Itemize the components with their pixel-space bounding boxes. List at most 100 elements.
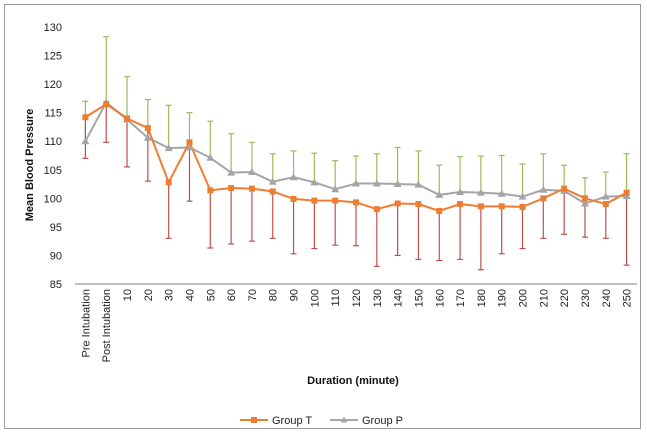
group-t-point: [207, 187, 214, 194]
group-t-point: [290, 195, 297, 202]
x-tick-label: 100: [309, 289, 321, 307]
x-tick-label: 200: [518, 289, 530, 307]
y-tick-label: 100: [44, 193, 62, 205]
x-tick-label: 110: [330, 289, 342, 307]
y-tick-label: 85: [50, 279, 62, 291]
group-p-point: [518, 192, 527, 200]
group-t-point: [124, 115, 131, 122]
x-tick-label: 80: [268, 289, 280, 301]
y-axis-title: Mean Blood Pressure: [24, 109, 36, 221]
x-tick-label: 60: [226, 289, 238, 301]
group-p-point: [539, 185, 548, 193]
x-tick-label: Pre Intubation: [80, 289, 92, 358]
group-p-point: [185, 143, 194, 151]
group-p-point: [352, 179, 360, 187]
group-p-point: [268, 177, 277, 185]
y-tick-label: 120: [44, 79, 62, 91]
group-p-point: [310, 178, 319, 186]
x-tick-label: 240: [601, 289, 613, 307]
group-t-point: [394, 200, 401, 207]
group-t-point: [561, 185, 568, 192]
group-p-point: [476, 188, 485, 196]
group-p-point: [227, 168, 236, 176]
x-tick-label: 150: [413, 289, 425, 307]
y-tick-label: 110: [44, 136, 62, 148]
group-t-point: [457, 201, 464, 208]
group-t-error-bars: [82, 104, 630, 271]
group-p-point: [372, 179, 381, 187]
group-t-point: [103, 101, 110, 108]
x-tick-label: 210: [538, 289, 550, 307]
group-t-point: [332, 197, 339, 204]
x-tick-label: Post Intubation: [101, 289, 113, 362]
group-t-point: [540, 195, 547, 202]
group-p-error-bars: [82, 36, 630, 204]
group-t-point: [228, 185, 235, 192]
group-t-point: [415, 201, 422, 208]
y-tick-label: 130: [44, 22, 62, 34]
x-tick-label: 20: [143, 289, 155, 301]
group-p-points: [81, 98, 631, 207]
group-p-point: [247, 168, 256, 176]
x-tick-label: 220: [559, 289, 571, 307]
group-p-point: [331, 185, 340, 193]
x-tick-labels: Pre Intubation Post Intubation 10 20 30 40 50 6…: [80, 289, 633, 362]
x-tick-label: 170: [455, 289, 467, 307]
legend-group-p-label: Group P: [362, 415, 403, 427]
group-p-point: [456, 188, 465, 196]
x-tick-label: 230: [580, 289, 592, 307]
y-tick-label: 125: [44, 51, 62, 63]
group-t-point: [269, 188, 276, 195]
x-tick-label: 250: [622, 289, 634, 307]
group-p-point: [497, 189, 506, 197]
x-axis-title: Duration (minute): [307, 375, 399, 387]
x-tick-label: 50: [205, 289, 217, 301]
group-t-point: [353, 199, 359, 206]
group-t-point: [82, 114, 89, 121]
y-tick-label: 115: [44, 108, 62, 120]
x-tick-label: 140: [393, 289, 405, 307]
legend-item-group-t: Group T: [240, 415, 312, 427]
x-tick-label: 90: [289, 289, 301, 301]
x-tick-label: 180: [476, 289, 488, 307]
group-t-point: [498, 203, 505, 210]
legend-item-group-p: Group P: [330, 415, 403, 427]
x-tick-label: 40: [184, 289, 196, 301]
group-p-point: [393, 180, 402, 188]
chart-frame: [4, 4, 641, 429]
group-p-point: [580, 199, 589, 207]
group-t-point: [436, 207, 443, 214]
group-t-point: [311, 197, 318, 204]
legend: Group T Group P: [240, 415, 403, 427]
y-tick-label: 95: [50, 222, 62, 234]
group-t-point: [602, 201, 609, 208]
y-tick-labels: 85 90 95 100 105 110 115 120 125 130: [44, 22, 62, 291]
y-tick-label: 90: [50, 250, 62, 262]
group-p-point: [164, 144, 173, 152]
group-t-point: [623, 189, 630, 196]
group-t-point: [477, 203, 484, 210]
x-tick-label: 190: [497, 289, 509, 307]
x-tick-label: 10: [122, 289, 134, 301]
group-p-point: [143, 133, 152, 141]
group-t-point: [581, 195, 588, 202]
legend-group-p-marker: [340, 416, 348, 423]
group-t-point: [186, 139, 193, 146]
x-tick-label: 130: [372, 289, 384, 307]
group-p-point: [81, 137, 90, 145]
x-tick-label: 160: [434, 289, 446, 307]
y-tick-label: 105: [44, 165, 62, 177]
x-tick-label: 30: [164, 289, 176, 301]
x-tick-label: 70: [247, 289, 259, 301]
x-tick-label: 120: [351, 289, 363, 307]
group-t-point: [373, 206, 380, 213]
legend-group-t-marker: [251, 417, 257, 423]
group-p-point: [601, 192, 610, 200]
group-p-point: [435, 190, 444, 198]
group-t-point: [248, 185, 255, 192]
group-t-points: [82, 101, 630, 214]
group-p-point: [289, 173, 298, 181]
group-t-point: [165, 179, 172, 186]
group-t-point: [519, 203, 526, 210]
group-p-point: [414, 180, 423, 188]
